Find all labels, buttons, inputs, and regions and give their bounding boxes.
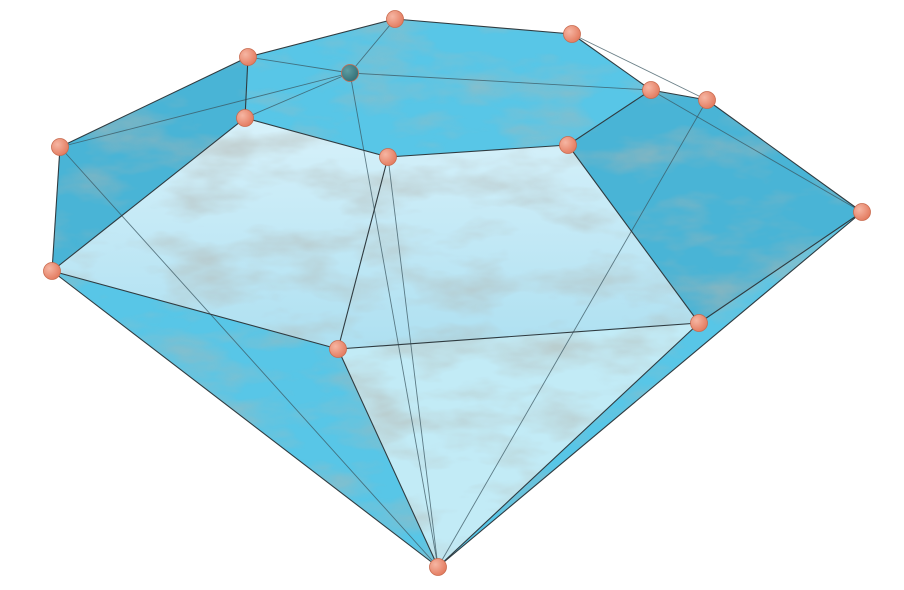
- edge-hidden: [59, 72, 351, 148]
- face-upper-left-texture: [52, 57, 248, 271]
- face-top-back-texture: [245, 19, 651, 157]
- edge: [567, 89, 652, 146]
- vertex[interactable]: [379, 148, 397, 166]
- vertex[interactable]: [51, 138, 69, 156]
- edge: [698, 211, 863, 324]
- edge: [59, 56, 249, 148]
- vertex[interactable]: [642, 81, 660, 99]
- edge: [337, 348, 439, 568]
- edge: [244, 56, 249, 119]
- face-table-front-texture: [52, 118, 699, 349]
- edge-hidden: [349, 18, 396, 74]
- edge: [51, 270, 439, 568]
- edge: [437, 211, 863, 568]
- edge-hidden: [571, 33, 708, 101]
- edge: [394, 18, 573, 35]
- edge: [387, 144, 569, 158]
- edge: [571, 33, 652, 91]
- face-right-upper-texture: [568, 90, 862, 323]
- edge-hidden: [349, 72, 652, 91]
- edge-hidden: [244, 72, 351, 119]
- edge: [706, 99, 863, 213]
- edge-hidden: [437, 99, 708, 568]
- marble-texture: [52, 19, 862, 567]
- face-pavilion-front-texture: [338, 323, 699, 567]
- edge: [337, 156, 389, 350]
- vertex[interactable]: [698, 91, 716, 109]
- vertex[interactable]: [239, 48, 257, 66]
- edge-hidden: [387, 156, 439, 568]
- edge-hidden: [59, 146, 439, 568]
- edge: [244, 117, 389, 158]
- edge: [51, 146, 61, 272]
- vertex[interactable]: [386, 10, 404, 28]
- vertex[interactable]: [329, 340, 347, 358]
- vertex[interactable]: [563, 25, 581, 43]
- vertex[interactable]: [853, 203, 871, 221]
- vertex[interactable]: [43, 262, 61, 280]
- vertex[interactable]: [559, 136, 577, 154]
- vertex[interactable]: [236, 109, 254, 127]
- gem-edges: [51, 18, 863, 568]
- edge: [650, 89, 708, 101]
- edge: [567, 144, 700, 324]
- edge: [247, 18, 396, 58]
- vertex[interactable]: [690, 314, 708, 332]
- edge: [437, 322, 700, 568]
- edge: [51, 117, 246, 272]
- vertex[interactable]: [429, 558, 447, 576]
- edge: [337, 322, 700, 350]
- edge: [51, 270, 339, 350]
- edge-hidden: [650, 89, 863, 213]
- gem-vertices: [43, 10, 871, 576]
- edge-hidden: [247, 56, 351, 74]
- vertex-hidden[interactable]: [341, 64, 359, 82]
- edge-hidden: [349, 72, 439, 568]
